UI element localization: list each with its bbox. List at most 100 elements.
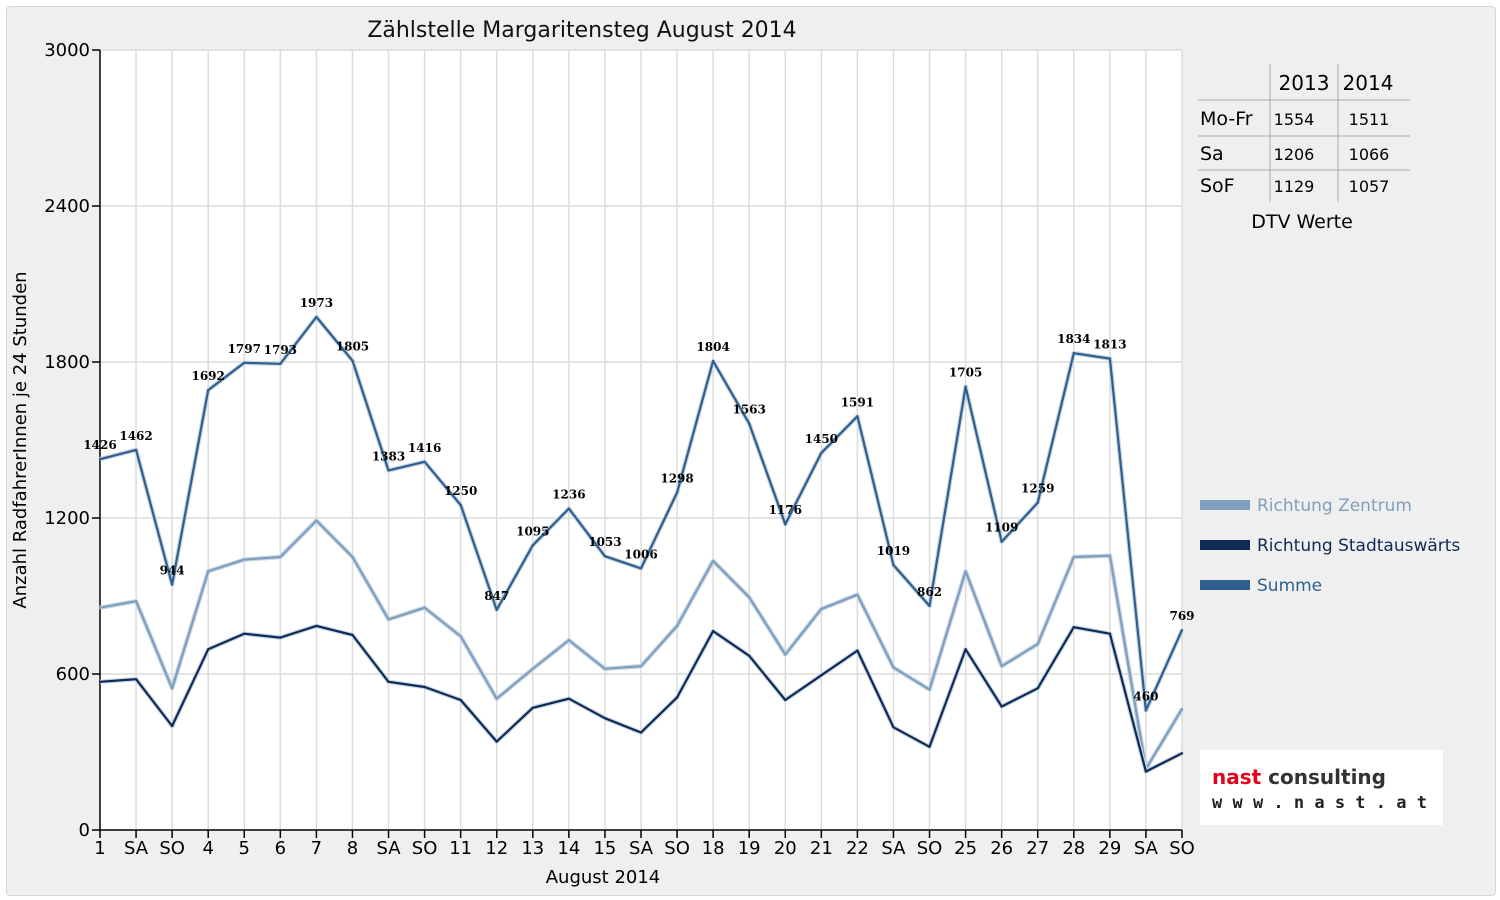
x-tick-label: 11 xyxy=(449,838,472,859)
data-point xyxy=(1108,554,1112,557)
data-point xyxy=(928,688,931,691)
data-label: 1109 xyxy=(985,521,1018,535)
logo-name: nast consulting xyxy=(1212,765,1386,789)
data-label: 1591 xyxy=(841,395,874,409)
data-label: 1383 xyxy=(372,449,405,463)
data-point xyxy=(1180,752,1184,755)
x-tick-label: 1 xyxy=(94,838,105,859)
data-point xyxy=(820,674,823,677)
data-label: 1006 xyxy=(624,547,657,561)
data-label: 1805 xyxy=(336,340,369,354)
table-cell: 1057 xyxy=(1349,177,1390,196)
x-tick-label: 13 xyxy=(521,838,544,859)
nast-consulting-logo: nast consulting w w w . n a s t . a t xyxy=(1200,750,1443,825)
data-point xyxy=(856,593,859,596)
table-title: DTV Werte xyxy=(1251,211,1353,233)
x-tick-label: SA xyxy=(376,838,401,859)
x-tick-label: 22 xyxy=(846,838,869,859)
data-point xyxy=(748,422,751,425)
x-tick-label: SA xyxy=(881,838,906,859)
data-point xyxy=(639,665,643,668)
logo-url: w w w . n a s t . a t xyxy=(1212,793,1427,813)
data-point xyxy=(1144,709,1148,712)
data-point xyxy=(207,388,210,392)
data-point xyxy=(495,608,498,611)
data-point xyxy=(495,697,498,700)
data-point xyxy=(170,724,174,728)
table-header-2013: 2013 xyxy=(1279,71,1330,95)
data-point xyxy=(1072,626,1076,629)
data-point xyxy=(351,633,354,637)
x-axis-label: August 2014 xyxy=(546,867,661,888)
data-point xyxy=(567,697,571,700)
data-point xyxy=(98,458,102,461)
data-point xyxy=(748,596,751,599)
data-point xyxy=(856,415,859,418)
data-point xyxy=(207,648,210,651)
table-row-label: Mo-Fr xyxy=(1200,108,1253,130)
data-point xyxy=(1108,357,1112,360)
data-label: 1298 xyxy=(660,472,693,486)
x-tick-label: 7 xyxy=(311,838,322,859)
logo-name-consulting: consulting xyxy=(1268,765,1386,789)
legend-label-stadtauswaerts: Richtung Stadtauswärts xyxy=(1257,536,1460,556)
y-tick-label: 600 xyxy=(56,664,90,685)
logo-background xyxy=(1200,750,1443,825)
data-label: 1797 xyxy=(228,342,261,356)
data-point xyxy=(98,606,102,609)
x-tick-label: 14 xyxy=(557,838,580,859)
data-point xyxy=(784,698,787,702)
x-tick-label: SO xyxy=(917,838,943,859)
data-point xyxy=(928,745,931,748)
data-label: 1416 xyxy=(408,441,441,455)
data-point xyxy=(964,385,967,388)
data-point xyxy=(134,448,138,452)
y-tick-label: 0 xyxy=(79,820,90,841)
x-tick-label: SA xyxy=(629,838,654,859)
data-point xyxy=(315,519,318,522)
y-tick-label: 3000 xyxy=(44,40,90,61)
data-point xyxy=(892,726,895,729)
x-tick-label: SO xyxy=(664,838,690,859)
data-point xyxy=(1108,632,1112,635)
data-point xyxy=(134,678,138,681)
x-tick-label: SA xyxy=(124,838,149,859)
data-label: 1019 xyxy=(877,544,910,558)
data-label: 1973 xyxy=(300,296,333,310)
data-point xyxy=(892,666,895,669)
data-point xyxy=(531,667,534,670)
x-tick-label: SO xyxy=(412,838,438,859)
y-tick-label: 2400 xyxy=(44,196,90,217)
data-point xyxy=(711,559,715,563)
data-point xyxy=(1036,642,1039,646)
chart-title: Zählstelle Margaritensteg August 2014 xyxy=(367,18,796,43)
data-point xyxy=(387,469,390,472)
data-point xyxy=(170,583,174,586)
legend-swatch-summe xyxy=(1200,580,1250,590)
data-point xyxy=(387,618,390,621)
data-point xyxy=(711,629,715,633)
table-cell: 1129 xyxy=(1274,177,1315,196)
data-point xyxy=(748,654,751,657)
data-label: 1236 xyxy=(552,488,585,502)
data-point xyxy=(531,706,534,709)
x-tick-label: SO xyxy=(1169,838,1195,859)
data-point xyxy=(170,687,174,690)
data-point xyxy=(207,570,210,573)
data-point xyxy=(1000,705,1003,708)
data-point xyxy=(459,503,462,507)
data-label: 1095 xyxy=(516,524,549,538)
grid xyxy=(100,49,1183,830)
data-point xyxy=(928,604,931,608)
data-point xyxy=(134,600,138,603)
series-lines xyxy=(98,314,1185,774)
data-point xyxy=(639,567,643,570)
data-point xyxy=(820,607,823,611)
legend-swatch-stadtauswaerts xyxy=(1200,540,1250,550)
dtv-table: 2013 2014 Mo-Fr 1554 1511 Sa 1206 1066 S… xyxy=(1198,64,1410,233)
data-label: 1259 xyxy=(1021,482,1054,496)
data-label: 944 xyxy=(160,564,185,578)
data-label: 1250 xyxy=(444,484,477,498)
data-point xyxy=(784,523,787,526)
